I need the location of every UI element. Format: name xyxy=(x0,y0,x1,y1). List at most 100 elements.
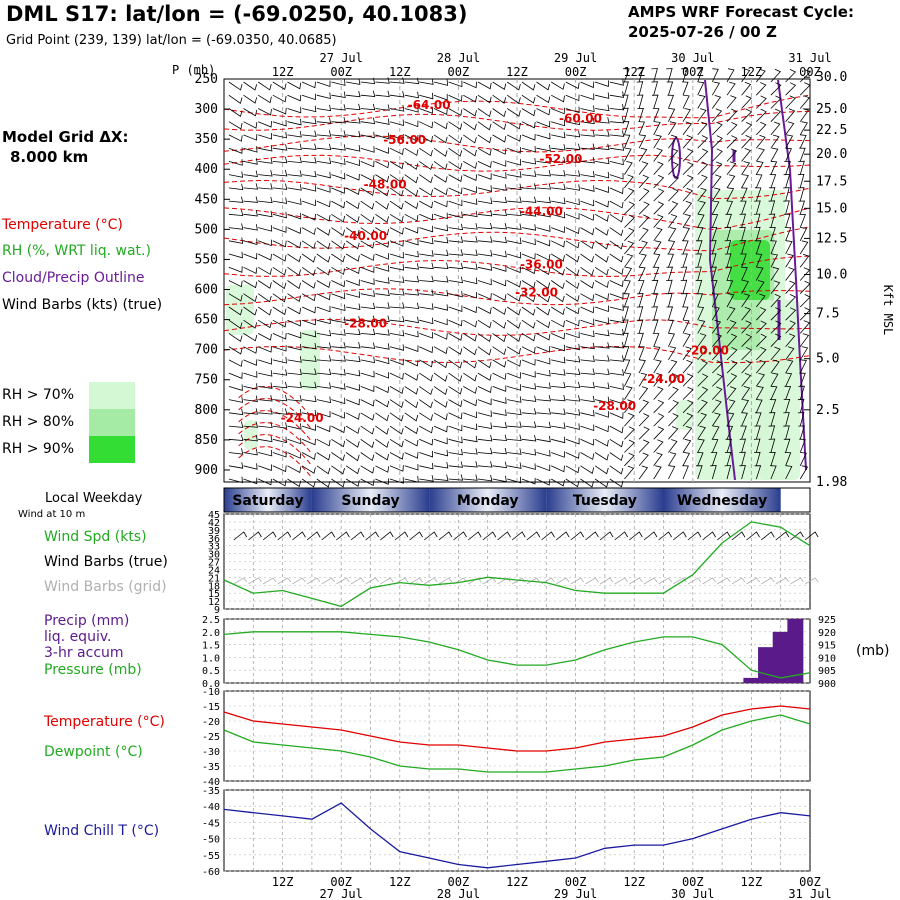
wind-barb xyxy=(609,187,624,195)
wind-barb xyxy=(433,412,448,421)
legend-rh80: RH > 80% xyxy=(2,414,75,430)
wind-barb xyxy=(492,461,508,469)
wind-barb xyxy=(243,170,258,177)
wind-barb xyxy=(551,478,565,487)
wind-barb xyxy=(565,319,580,327)
cycle-title: AMPS WRF Forecast Cycle: xyxy=(628,3,854,21)
wind-barb xyxy=(419,359,433,368)
wind-barb xyxy=(404,174,419,184)
wind-barb xyxy=(433,372,448,382)
wind-barb xyxy=(389,425,404,435)
rh70-swatch xyxy=(89,382,135,409)
pressure-ytick: 920 xyxy=(818,628,836,639)
pressure-ytick: 915 xyxy=(818,641,836,652)
wind-barb xyxy=(331,200,346,209)
wind-barb xyxy=(258,145,273,152)
wind-barb xyxy=(433,224,449,232)
wind-barb xyxy=(419,450,433,458)
wind-barb xyxy=(448,412,463,420)
wind-barb xyxy=(272,293,287,303)
wind-barb xyxy=(638,240,648,255)
wind-barb xyxy=(696,68,704,83)
wind-barb xyxy=(594,452,609,461)
wind-barb xyxy=(551,197,566,205)
wind-barb xyxy=(521,94,536,104)
wind-barb xyxy=(580,410,595,417)
wind-barb xyxy=(565,81,580,90)
chill-panel-ytick: -60 xyxy=(202,867,220,878)
wind-barb-grid xyxy=(570,577,585,585)
wind-barb xyxy=(492,236,508,244)
wind-barb xyxy=(433,262,449,269)
wind-barb xyxy=(551,356,566,364)
top-hour-label: 12Z xyxy=(389,65,411,79)
wind-barb xyxy=(609,329,625,336)
wind-barb xyxy=(594,266,609,276)
wind-barb xyxy=(756,333,767,347)
wind-barb xyxy=(375,315,390,322)
chill-panel-ytick: -50 xyxy=(202,835,220,846)
wind-barb xyxy=(668,426,679,440)
grid-point-line: Grid Point (239, 139) lat/lon = (-69.035… xyxy=(6,33,337,48)
wind-barb xyxy=(389,315,405,323)
wind-barb xyxy=(726,81,736,96)
wind-barb xyxy=(331,425,346,434)
wind-barb xyxy=(697,319,706,334)
wind-barb xyxy=(638,426,650,440)
wind-barb xyxy=(228,147,243,154)
bottom-date-label: 29 Jul xyxy=(554,887,597,900)
wind-barb xyxy=(477,222,493,230)
wind-barb xyxy=(726,200,733,215)
wind-panel-ytick: 12 xyxy=(208,597,220,608)
wind-barb xyxy=(316,200,331,208)
wind-barb xyxy=(565,381,581,389)
wind-barb xyxy=(228,434,244,441)
wind-barb xyxy=(768,213,776,228)
wind-barb xyxy=(638,161,649,175)
wind-barb xyxy=(638,134,647,149)
wind-barb xyxy=(741,360,752,374)
pressure-ytick: 905 xyxy=(818,666,836,677)
pressure-tick-label: 550 xyxy=(195,252,218,267)
isotherm xyxy=(238,398,313,431)
precip-bar xyxy=(743,677,760,683)
wind-barb xyxy=(667,253,674,268)
wind-barb xyxy=(243,210,258,217)
wind-barb xyxy=(580,240,595,250)
wind-barb xyxy=(609,266,624,275)
wind-barb-true xyxy=(746,531,760,541)
wind-barb-true xyxy=(775,531,790,541)
wind-barb xyxy=(492,409,507,416)
wind-barb xyxy=(316,355,332,362)
wind-barb-true xyxy=(321,531,336,541)
wind-barb xyxy=(741,266,748,281)
wind-barb xyxy=(521,183,537,190)
wind-barb xyxy=(272,478,287,487)
wind-barb xyxy=(331,187,346,194)
wind-barb xyxy=(696,452,704,466)
wind-panel-ytick: 45 xyxy=(208,510,220,521)
wind-barb xyxy=(331,412,346,419)
bottom-date-label: 31 Jul xyxy=(788,887,831,900)
isotherm-label: -44.00 xyxy=(520,205,563,219)
wind-barb xyxy=(404,316,419,324)
wind-barb xyxy=(316,329,332,337)
wind-barb xyxy=(637,293,644,308)
wind-barb xyxy=(272,81,287,91)
wind-barb xyxy=(301,81,316,89)
wind-barb xyxy=(258,108,272,116)
wind-barb xyxy=(228,384,243,391)
wind-barb xyxy=(463,147,477,157)
wind-barb xyxy=(375,478,390,485)
wind-barb xyxy=(331,253,345,263)
weekday-cell xyxy=(224,488,312,512)
wind-barb xyxy=(754,240,762,255)
wind-barb xyxy=(668,148,679,162)
wind-barb xyxy=(754,425,761,440)
wind-barb xyxy=(507,476,522,484)
wind-barb xyxy=(668,465,676,480)
wind-barb xyxy=(565,130,581,138)
top-date-label: 28 Jul xyxy=(437,51,480,65)
wind-panel-ytick: 18 xyxy=(208,581,220,592)
wind-barb xyxy=(228,293,243,302)
